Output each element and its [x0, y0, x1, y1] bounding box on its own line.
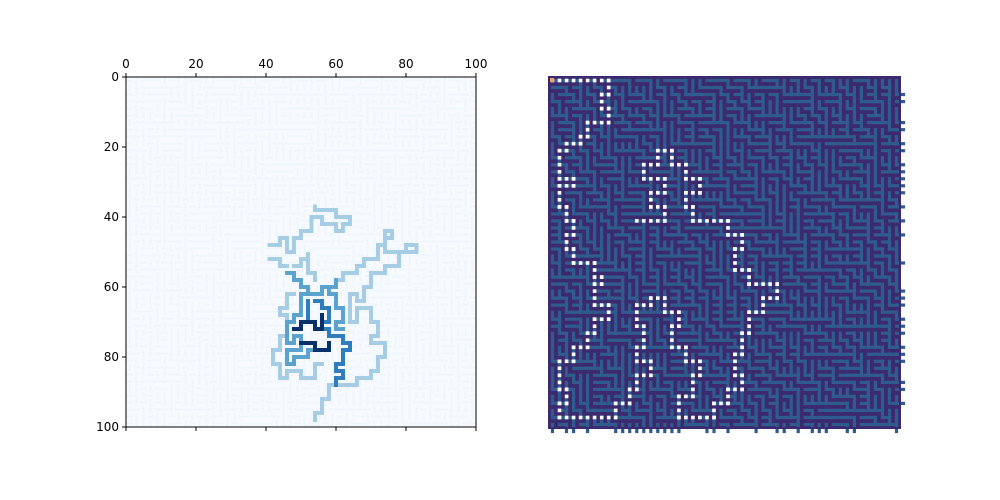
explored-path: [267, 204, 352, 254]
x-tick-label: 0: [122, 57, 130, 71]
explored-path: [267, 257, 289, 268]
explored-path: [292, 252, 317, 282]
explored-path: [292, 313, 324, 331]
y-tick-label: 80: [104, 350, 119, 364]
left-explored-region: [267, 204, 419, 422]
y-tick-label: 100: [96, 420, 119, 434]
y-tick-label: 20: [104, 140, 119, 154]
y-tick-label: 60: [104, 280, 119, 294]
left-maze-background: [126, 77, 476, 427]
explored-path: [285, 271, 317, 366]
left-y-axis: 0 20 40 60 80 100: [96, 70, 126, 434]
left-heatmap-panel: 0 20 40 60 80 100 0 20 40 60 80 100: [96, 57, 487, 434]
explored-path: [327, 278, 338, 289]
explored-path: [271, 292, 324, 380]
x-tick-label: 80: [398, 57, 413, 71]
y-tick-label: 40: [104, 210, 119, 224]
explored-path: [313, 299, 352, 387]
left-x-axis: 0 20 40 60 80 100: [122, 57, 487, 431]
right-maze-corridors: [550, 78, 906, 434]
x-tick-label: 60: [328, 57, 343, 71]
x-tick-label: 20: [188, 57, 203, 71]
y-tick-label: 0: [111, 70, 119, 84]
explored-path: [334, 229, 419, 303]
explored-path: [313, 292, 387, 422]
left-plot-frame: [125, 76, 477, 428]
explored-path: [306, 285, 345, 331]
right-maze-panel: [548, 76, 906, 434]
explored-path: [299, 341, 331, 352]
x-tick-label: 40: [258, 57, 273, 71]
x-tick-label: 100: [465, 57, 488, 71]
